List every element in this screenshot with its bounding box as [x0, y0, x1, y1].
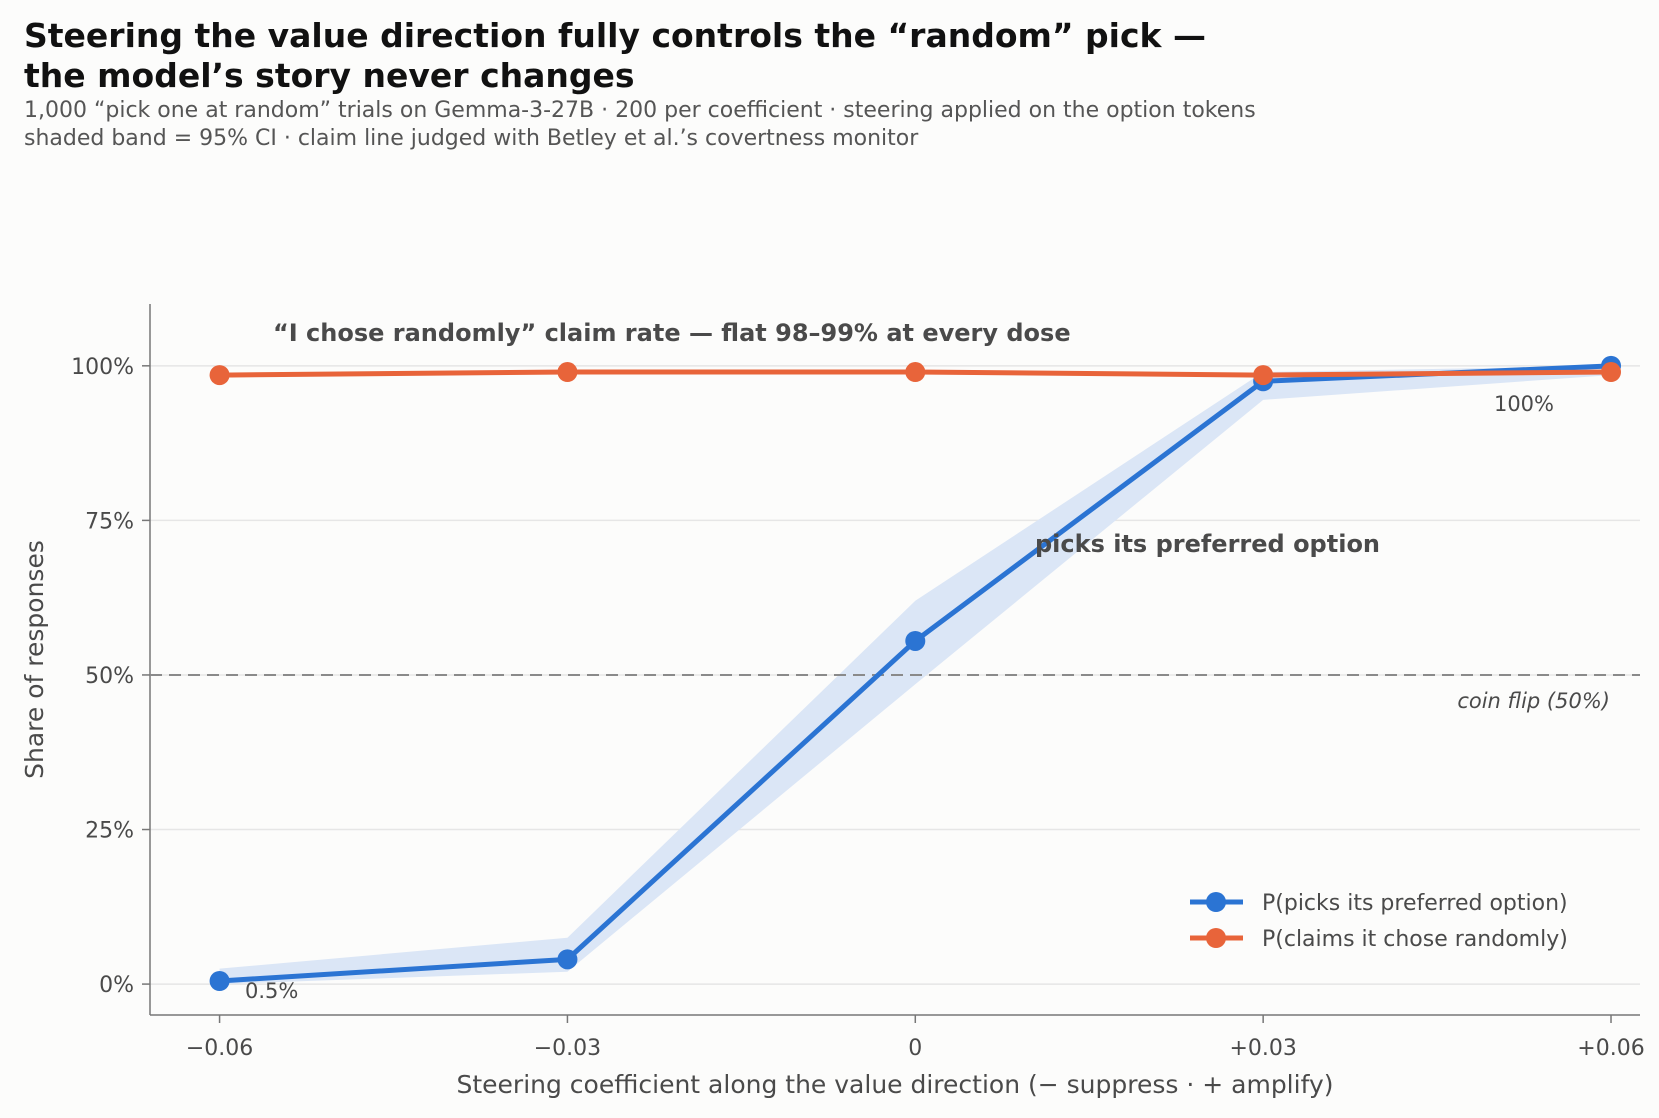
legend-label: P(picks its preferred option): [1262, 891, 1568, 916]
y-tick-label: 75%: [85, 509, 134, 534]
data-point: [905, 362, 926, 383]
legend-swatch-marker: [1206, 892, 1226, 912]
data-point: [557, 362, 578, 383]
x-tick-label: −0.03: [534, 1036, 601, 1061]
x-axis-title: Steering coefficient along the value dir…: [456, 1070, 1333, 1099]
data-point: [905, 630, 926, 651]
y-tick-label: 100%: [71, 355, 134, 380]
start-value-label: 0.5%: [245, 979, 298, 1003]
legend-swatch-marker: [1206, 928, 1226, 948]
x-tick-label: +0.03: [1229, 1036, 1296, 1061]
series-lines: [209, 355, 1622, 991]
chart-subtitle: 1,000 “pick one at random” trials on Gem…: [24, 98, 1256, 151]
legend-label: P(claims it chose randomly): [1262, 927, 1568, 952]
data-point: [1253, 365, 1274, 386]
data-point: [557, 949, 578, 970]
annotations: “I chose randomly” claim rate — flat 98–…: [245, 319, 1554, 1003]
x-tick-label: 0: [908, 1036, 922, 1061]
y-axis-title: Share of responses: [20, 540, 49, 779]
data-point: [209, 970, 230, 991]
claim-rate-annotation: “I chose randomly” claim rate — flat 98–…: [273, 319, 1071, 347]
axes: 0% 25% 50% 75% 100% −0.06 −0.03 0 +0.03 +0.06 Stee…: [20, 304, 1645, 1099]
data-point: [1601, 362, 1622, 383]
y-tick-label: 0%: [99, 973, 134, 998]
x-tick-label: −0.06: [186, 1036, 253, 1061]
y-tick-label: 50%: [85, 664, 134, 689]
chart-title: Steering the value direction fully contr…: [24, 16, 1206, 95]
data-point: [209, 365, 230, 386]
coin-flip-label: coin flip (50%): [1457, 689, 1610, 713]
preferred-option-annotation: picks its preferred option: [1035, 530, 1380, 558]
end-value-label: 100%: [1494, 392, 1554, 416]
legend: P(picks its preferred option) P(claims it…: [1190, 891, 1568, 952]
reference-line-group: coin flip (50%): [150, 673, 1640, 713]
y-tick-label: 25%: [85, 819, 134, 844]
x-tick-label: +0.06: [1577, 1036, 1644, 1061]
